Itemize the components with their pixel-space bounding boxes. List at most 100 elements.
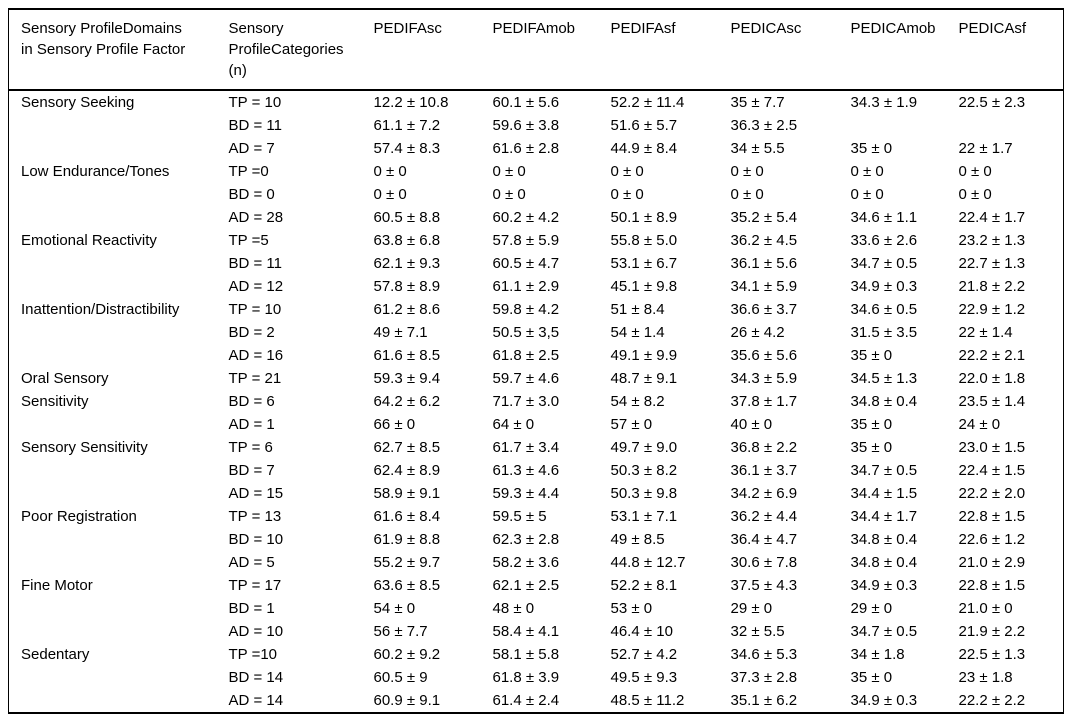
value-cell: 32 ± 5.5 bbox=[730, 623, 785, 640]
value-cell: 35.1 ± 6.2 bbox=[730, 692, 798, 709]
table-row: AD = 16 61.6 ± 8.5 61.8 ± 2.5 49.1 ± 9.9 35.… bbox=[9, 344, 1064, 367]
value-cell: 37.3 ± 2.8 bbox=[730, 669, 798, 686]
table-row: AD = 7 57.4 ± 8.3 61.6 ± 2.8 44.9 ± 8.4 34 ±… bbox=[9, 137, 1064, 160]
value-cell: 54 ± 0 bbox=[373, 600, 416, 617]
value-cell: 33.6 ± 2.6 bbox=[850, 232, 918, 249]
value-cell: 23 ± 1.8 bbox=[958, 669, 1013, 686]
value-cell: 35 ± 0 bbox=[850, 347, 893, 364]
category-cell: AD = 16 bbox=[228, 347, 284, 364]
category-cell: BD = 2 bbox=[228, 324, 275, 341]
category-cell: AD = 5 bbox=[228, 554, 275, 571]
value-cell: 35.2 ± 5.4 bbox=[730, 209, 798, 226]
table-row: BD = 6 64.2 ± 6.2 71.7 ± 3.0 54 ± 8.2 37.8 ±… bbox=[9, 390, 1064, 413]
value-cell: 49 ± 7.1 bbox=[373, 324, 428, 341]
category-cell: TP =0 bbox=[228, 163, 269, 180]
value-cell: 49 ± 8.5 bbox=[610, 531, 665, 548]
category-cell: TP = 13 bbox=[228, 508, 282, 525]
table-row: BD = 11 61.1 ± 7.2 59.6 ± 3.8 51.6 ± 5.7 36.… bbox=[9, 114, 1064, 137]
category-cell: BD = 1 bbox=[228, 600, 275, 617]
value-cell: 50.3 ± 8.2 bbox=[610, 462, 678, 479]
table-body: Sensory Seeking TP = 10 12.2 ± 10.8 60.1 ± … bbox=[9, 90, 1064, 713]
value-cell: 50.5 ± 3,5 bbox=[492, 324, 560, 341]
value-cell: 48.7 ± 9.1 bbox=[610, 370, 678, 387]
column-header-pedicasf: PEDICAsf bbox=[946, 9, 1064, 91]
category-cell: BD = 14 bbox=[228, 669, 284, 686]
value-cell: 50.3 ± 9.8 bbox=[610, 485, 678, 502]
value-cell: 44.9 ± 8.4 bbox=[610, 140, 678, 157]
value-cell: 31.5 ± 3.5 bbox=[850, 324, 918, 341]
value-cell: 36.2 ± 4.5 bbox=[730, 232, 798, 249]
value-cell: 34.2 ± 6.9 bbox=[730, 485, 798, 502]
category-cell: BD = 11 bbox=[228, 117, 283, 134]
category-cell: AD = 15 bbox=[228, 485, 284, 502]
value-cell: 57.8 ± 5.9 bbox=[492, 232, 560, 249]
value-cell: 64 ± 0 bbox=[492, 416, 535, 433]
value-cell: 40 ± 0 bbox=[730, 416, 773, 433]
value-cell bbox=[947, 114, 1064, 137]
column-header-domains: Sensory ProfileDomains in Sensory Profil… bbox=[8, 9, 217, 91]
value-cell: 0 ± 0 bbox=[373, 163, 407, 180]
value-cell: 61.3 ± 4.6 bbox=[492, 462, 560, 479]
value-cell: 55.2 ± 9.7 bbox=[373, 554, 441, 571]
value-cell: 58.2 ± 3.6 bbox=[492, 554, 560, 571]
value-cell: 62.1 ± 2.5 bbox=[492, 577, 560, 594]
value-cell: 22.5 ± 2.3 bbox=[958, 94, 1026, 111]
category-cell: AD = 28 bbox=[228, 209, 284, 226]
value-cell: 34.8 ± 0.4 bbox=[850, 393, 918, 410]
value-cell: 35 ± 0 bbox=[850, 416, 893, 433]
table-row: AD = 15 58.9 ± 9.1 59.3 ± 4.4 50.3 ± 9.8 34.… bbox=[9, 482, 1064, 505]
value-cell: 62.4 ± 8.9 bbox=[373, 462, 441, 479]
value-cell: 55.8 ± 5.0 bbox=[610, 232, 678, 249]
value-cell: 49.1 ± 9.9 bbox=[610, 347, 678, 364]
category-cell: AD = 12 bbox=[228, 278, 284, 295]
table-row: AD = 28 60.5 ± 8.8 60.2 ± 4.2 50.1 ± 8.9 35.… bbox=[9, 206, 1064, 229]
value-cell: 61.9 ± 8.8 bbox=[373, 531, 441, 548]
value-cell: 0 ± 0 bbox=[730, 163, 764, 180]
value-cell: 59.3 ± 4.4 bbox=[492, 485, 560, 502]
value-cell: 0 ± 0 bbox=[850, 163, 884, 180]
value-cell: 60.1 ± 5.6 bbox=[492, 94, 560, 111]
value-cell: 59.8 ± 4.2 bbox=[492, 301, 560, 318]
value-cell: 59.5 ± 5 bbox=[492, 508, 547, 525]
value-cell: 23.2 ± 1.3 bbox=[958, 232, 1026, 249]
value-cell: 22.2 ± 2.0 bbox=[958, 485, 1026, 502]
value-cell: 51.6 ± 5.7 bbox=[610, 117, 678, 134]
value-cell: 35 ± 0 bbox=[850, 140, 893, 157]
value-cell: 22.2 ± 2.2 bbox=[958, 692, 1026, 709]
table-row: BD = 14 60.5 ± 9 61.8 ± 3.9 49.5 ± 9.3 37.3 … bbox=[9, 666, 1064, 689]
value-cell: 37.8 ± 1.7 bbox=[730, 393, 798, 410]
table-row: BD = 11 62.1 ± 9.3 60.5 ± 4.7 53.1 ± 6.7 36.… bbox=[9, 252, 1064, 275]
value-cell: 59.3 ± 9.4 bbox=[373, 370, 441, 387]
value-cell: 56 ± 7.7 bbox=[373, 623, 428, 640]
domain-cell: Sensory Sensitivity bbox=[21, 439, 148, 456]
domain-cell: Inattention/Distractibility bbox=[21, 301, 180, 318]
value-cell: 34.4 ± 1.5 bbox=[850, 485, 918, 502]
value-cell: 34.7 ± 0.5 bbox=[850, 623, 918, 640]
value-cell: 49.5 ± 9.3 bbox=[610, 669, 678, 686]
table-row: Sensory Seeking TP = 10 12.2 ± 10.8 60.1 ± … bbox=[9, 90, 1064, 114]
value-cell: 58.9 ± 9.1 bbox=[373, 485, 441, 502]
table-row: BD = 7 62.4 ± 8.9 61.3 ± 4.6 50.3 ± 8.2 36.1… bbox=[9, 459, 1064, 482]
value-cell: 61.8 ± 3.9 bbox=[492, 669, 560, 686]
value-cell: 0 ± 0 bbox=[610, 163, 644, 180]
value-cell: 62.1 ± 9.3 bbox=[373, 255, 441, 272]
value-cell: 61.8 ± 2.5 bbox=[492, 347, 560, 364]
value-cell: 60.2 ± 9.2 bbox=[373, 646, 441, 663]
value-cell: 61.1 ± 7.2 bbox=[373, 117, 441, 134]
domain-cell: Oral Sensory Sensitivity bbox=[21, 370, 109, 410]
value-cell: 58.4 ± 4.1 bbox=[492, 623, 560, 640]
table-row: BD = 1 54 ± 0 48 ± 0 53 ± 0 29 ± 0 29 ± 0 21.0… bbox=[9, 597, 1064, 620]
value-cell: 22.7 ± 1.3 bbox=[958, 255, 1026, 272]
table-row: BD = 10 61.9 ± 8.8 62.3 ± 2.8 49 ± 8.5 36.4 … bbox=[9, 528, 1064, 551]
value-cell: 49.7 ± 9.0 bbox=[610, 439, 678, 456]
value-cell: 36.6 ± 3.7 bbox=[730, 301, 798, 318]
value-cell: 48 ± 0 bbox=[492, 600, 535, 617]
value-cell: 36.3 ± 2.5 bbox=[730, 117, 798, 134]
value-cell: 34.1 ± 5.9 bbox=[730, 278, 798, 295]
value-cell: 34.6 ± 0.5 bbox=[850, 301, 918, 318]
value-cell: 22 ± 1.7 bbox=[958, 140, 1013, 157]
domain-cell: Sedentary bbox=[21, 646, 90, 663]
value-cell: 36.4 ± 4.7 bbox=[730, 531, 798, 548]
value-cell: 46.4 ± 10 bbox=[610, 623, 673, 640]
